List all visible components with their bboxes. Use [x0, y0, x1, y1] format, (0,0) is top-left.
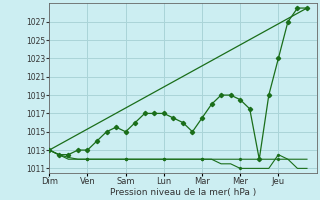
- X-axis label: Pression niveau de la mer( hPa ): Pression niveau de la mer( hPa ): [110, 188, 256, 197]
